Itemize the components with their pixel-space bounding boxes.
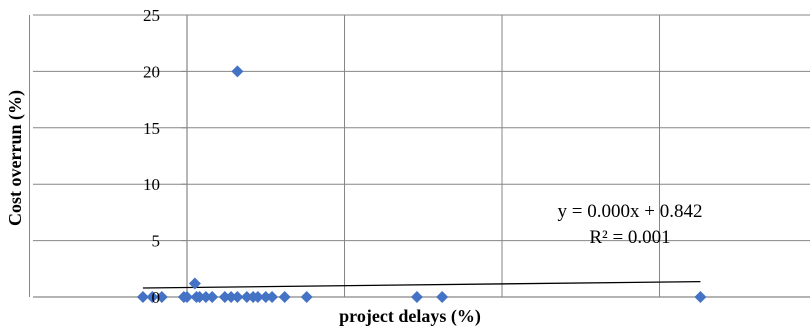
x-axis-title: project delays (%) xyxy=(339,306,481,327)
data-point xyxy=(694,291,707,303)
y-tick-label: 0 xyxy=(152,288,161,307)
data-point xyxy=(136,291,149,303)
y-tick-label: 5 xyxy=(152,232,161,251)
tick-labels: 0 5 10 15 20 25 xyxy=(143,6,160,307)
data-point xyxy=(259,291,272,303)
data-point xyxy=(278,291,291,303)
data-point xyxy=(155,291,168,303)
data-point xyxy=(266,291,279,303)
data-points xyxy=(136,65,707,303)
data-point xyxy=(181,291,193,303)
data-point xyxy=(410,291,423,303)
y-tick-label: 15 xyxy=(143,119,160,138)
data-point xyxy=(251,291,264,303)
data-point xyxy=(240,291,253,303)
data-point xyxy=(225,291,238,303)
y-tick-label: 25 xyxy=(143,6,160,25)
y-tick-label: 10 xyxy=(143,175,160,194)
y-tick-label: 20 xyxy=(143,62,160,81)
data-point xyxy=(199,291,212,303)
trendline-r-squared: R² = 0.001 xyxy=(589,227,670,248)
data-point xyxy=(300,291,313,303)
data-point xyxy=(146,291,159,303)
data-point xyxy=(231,291,244,303)
gridlines xyxy=(29,14,810,297)
data-point xyxy=(218,291,231,303)
data-point xyxy=(188,277,201,290)
data-point xyxy=(206,291,219,303)
data-point xyxy=(231,65,244,78)
trendline-group xyxy=(142,280,701,289)
axes xyxy=(33,14,810,298)
data-point xyxy=(436,291,449,303)
y-axis-title: Cost overrun (%) xyxy=(5,90,26,226)
trendline xyxy=(142,280,701,289)
trendline-equation: y = 0.000x + 0.842 xyxy=(558,201,703,222)
data-point xyxy=(193,291,206,303)
